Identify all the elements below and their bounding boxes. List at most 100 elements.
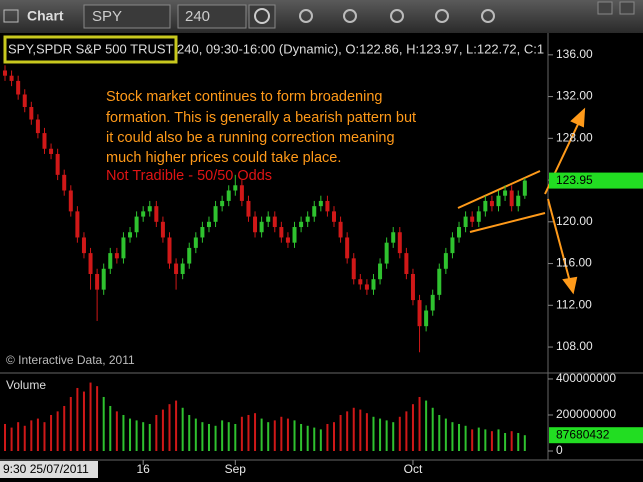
volume-bar bbox=[411, 404, 414, 451]
candle-body bbox=[246, 200, 251, 217]
candle-body bbox=[292, 227, 297, 243]
volume-bar bbox=[214, 425, 217, 451]
candle-body bbox=[516, 195, 521, 207]
y-tick-label: 108.00 bbox=[556, 339, 593, 353]
volume-bar bbox=[359, 409, 362, 451]
volume-bar bbox=[155, 414, 158, 451]
link-button[interactable] bbox=[481, 9, 495, 23]
volume-bar bbox=[444, 418, 447, 451]
volume-bar bbox=[273, 420, 276, 451]
candle-body bbox=[299, 221, 304, 228]
volume-bar bbox=[4, 423, 6, 451]
candle-body bbox=[272, 216, 277, 228]
candle-body bbox=[522, 180, 527, 196]
last-volume-label: 87680432 bbox=[556, 427, 610, 441]
candle-body bbox=[509, 190, 514, 207]
candle-body bbox=[128, 232, 133, 238]
clock-icon bbox=[254, 8, 270, 24]
candle-body bbox=[9, 75, 14, 81]
volume-bar bbox=[175, 400, 178, 451]
volume-bar bbox=[319, 429, 322, 451]
candle-body bbox=[160, 221, 165, 238]
volume-bar bbox=[451, 422, 454, 451]
copyright: © Interactive Data, 2011 bbox=[6, 353, 135, 367]
volume-bar bbox=[207, 423, 210, 451]
symbol-input[interactable] bbox=[83, 4, 171, 29]
window-button[interactable] bbox=[597, 1, 613, 15]
volume-bar bbox=[227, 422, 230, 451]
volume-bar bbox=[102, 396, 105, 451]
upper-trendline bbox=[457, 170, 541, 209]
candle-body bbox=[450, 237, 455, 254]
candle-body bbox=[75, 211, 80, 238]
volume-bar bbox=[221, 420, 224, 451]
arrowhead bbox=[570, 107, 586, 128]
tool-button[interactable] bbox=[435, 9, 449, 23]
volume-bar bbox=[82, 391, 85, 451]
volume-bar bbox=[497, 429, 500, 451]
candle-body bbox=[318, 200, 323, 207]
x-tick-label: 9:30 25/07/2011 bbox=[3, 462, 89, 476]
volume-bar bbox=[418, 396, 421, 451]
volume-bar bbox=[313, 427, 316, 451]
last-volume-box bbox=[549, 427, 643, 444]
candle-body bbox=[101, 268, 106, 290]
candle-body bbox=[16, 80, 21, 95]
volume-bar bbox=[398, 416, 401, 451]
candle-body bbox=[180, 263, 185, 274]
clock-button[interactable] bbox=[248, 4, 276, 29]
volume-bar bbox=[109, 405, 112, 451]
volume-label: Volume bbox=[6, 378, 46, 392]
volume-bar bbox=[10, 427, 13, 451]
last-price-box bbox=[549, 172, 643, 189]
candle-body bbox=[187, 247, 192, 264]
annotation-line: it could also be a running correction me… bbox=[106, 130, 395, 146]
candle-body bbox=[483, 200, 488, 212]
lower-trendline bbox=[469, 212, 546, 233]
candle-body bbox=[358, 279, 363, 285]
candle-body bbox=[42, 133, 47, 149]
legend-title: SPY,SPDR S&P 500 TRUST bbox=[8, 41, 174, 56]
candle-body bbox=[141, 211, 146, 217]
volume-tick-label: 200000000 bbox=[556, 407, 616, 421]
candle-body bbox=[410, 273, 415, 301]
candle-body bbox=[35, 119, 40, 134]
volume-bar bbox=[148, 423, 151, 451]
refresh-button[interactable] bbox=[343, 9, 357, 23]
volume-bar bbox=[346, 411, 349, 451]
candle-body bbox=[279, 227, 284, 238]
volume-bar bbox=[142, 422, 145, 451]
play-button[interactable] bbox=[390, 9, 404, 23]
volume-bar bbox=[23, 425, 26, 451]
volume-bar bbox=[438, 414, 441, 451]
volume-bar bbox=[464, 425, 467, 451]
interval-input[interactable] bbox=[177, 4, 247, 29]
volume-bar bbox=[115, 411, 118, 451]
candle-body bbox=[503, 190, 508, 196]
volume-bar bbox=[300, 423, 303, 451]
volume-bar bbox=[379, 418, 382, 451]
volume-bar bbox=[122, 414, 125, 451]
x-tick-label: 16 bbox=[137, 462, 151, 476]
candle-body bbox=[108, 253, 113, 269]
candle-body bbox=[378, 263, 383, 280]
volume-bar bbox=[267, 422, 270, 451]
chart-icon bbox=[3, 9, 19, 23]
candle-body bbox=[134, 216, 139, 233]
volume-bar bbox=[135, 420, 138, 451]
warning: Not Tradible - 50/50 Odds bbox=[106, 168, 272, 184]
candle-body bbox=[95, 273, 100, 290]
window-button[interactable] bbox=[619, 1, 635, 15]
symbol-text: SPY bbox=[92, 8, 122, 25]
volume-bar bbox=[63, 405, 66, 451]
candle-body bbox=[391, 232, 396, 243]
volume-bar bbox=[286, 418, 289, 451]
candle-body bbox=[351, 258, 356, 280]
candle-body bbox=[285, 237, 290, 243]
annotation-line: much higher prices could take place. bbox=[106, 150, 341, 166]
candle-body bbox=[220, 200, 225, 207]
volume-tick-label: 400000000 bbox=[556, 371, 616, 385]
candle-body bbox=[88, 253, 93, 274]
draw-button[interactable] bbox=[299, 9, 313, 23]
candle-body bbox=[437, 268, 442, 295]
